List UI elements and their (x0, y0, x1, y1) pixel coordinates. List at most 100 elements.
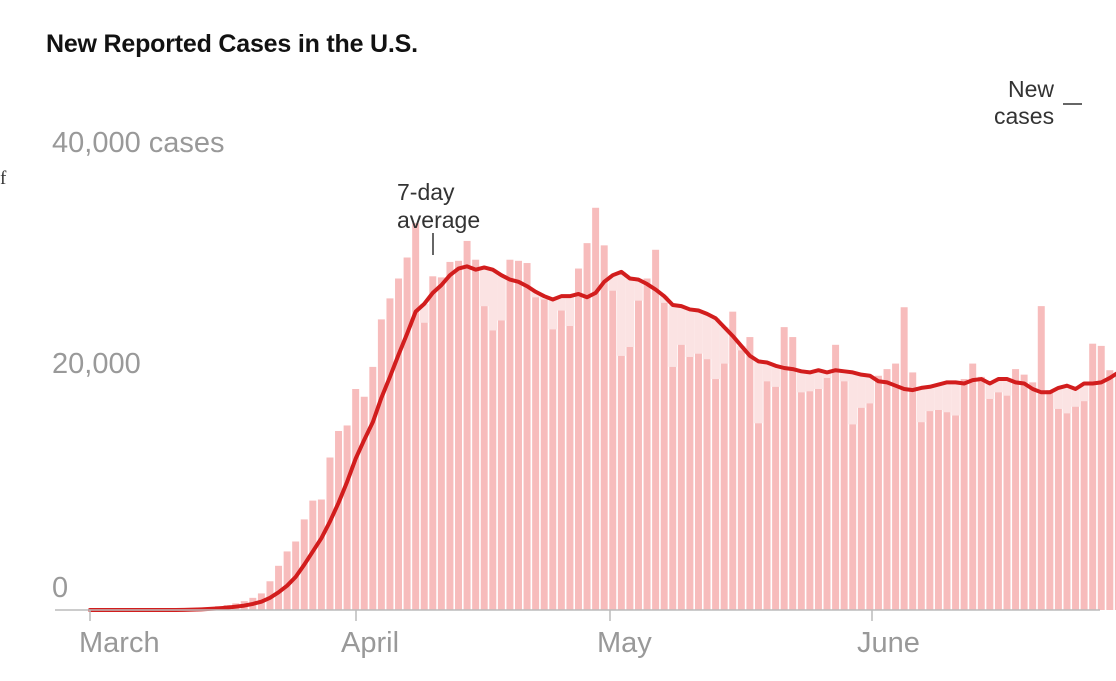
bar-day-58 (583, 243, 591, 610)
gap-fill-day-74 (719, 327, 729, 364)
bar-day-49 (506, 259, 514, 610)
bar-day-113 (1054, 408, 1062, 610)
bar-day-99 (934, 410, 942, 611)
bar-day-108 (1012, 369, 1020, 610)
bar-day-83 (797, 392, 805, 610)
y-tick-label-20000: 20,000 (52, 348, 141, 380)
bar-day-57 (575, 268, 582, 610)
bar-day-67 (660, 302, 668, 610)
bar-day-71 (694, 353, 702, 610)
bar-day-64 (635, 300, 642, 610)
bar-day-59 (592, 207, 600, 610)
y-tick-label-40000: 40,000 cases (52, 127, 225, 159)
bar-day-28 (326, 457, 334, 610)
bar-day-30 (343, 425, 351, 610)
bar-day-94 (892, 363, 900, 610)
bar-day-112 (1046, 390, 1054, 611)
gap-fill-day-114 (1062, 385, 1072, 414)
bar-day-90 (857, 407, 865, 610)
bar-day-47 (489, 330, 497, 610)
y-tick-label-0: 0 (52, 572, 68, 604)
x-tick-label-may: May (597, 627, 652, 659)
bar-day-95 (900, 307, 908, 610)
bar-day-92 (874, 375, 882, 610)
gap-fill-day-115 (1071, 389, 1080, 407)
bar-day-118 (1097, 345, 1105, 610)
bar-day-80 (772, 386, 780, 610)
gap-fill-day-61 (608, 275, 618, 291)
gap-fill-day-107 (1002, 379, 1012, 396)
gap-fill-day-99 (934, 384, 943, 410)
x-tick-label-march: March (79, 627, 160, 659)
annotation-7day-line1: 7-day (397, 179, 455, 205)
bar-day-82 (789, 337, 797, 610)
bar-day-42 (446, 261, 454, 610)
bar-day-41 (437, 277, 445, 610)
bar-day-68 (669, 366, 677, 610)
bar-day-48 (497, 320, 505, 610)
gap-fill-day-48 (497, 275, 506, 321)
bar-day-119 (1106, 370, 1114, 610)
gap-fill-day-90 (857, 374, 866, 408)
bar-day-93 (883, 369, 891, 610)
gap-fill-day-47 (488, 269, 498, 331)
bar-day-74 (720, 363, 728, 610)
bar-day-53 (540, 299, 548, 610)
bar-day-22 (275, 565, 283, 610)
bar-day-102 (960, 379, 968, 610)
bars-layer (180, 207, 1116, 611)
bar-day-120 (1114, 376, 1116, 610)
bar-day-36 (395, 278, 402, 610)
bar-day-50 (515, 260, 522, 610)
bar-day-110 (1029, 382, 1037, 610)
annotation-7day-line2: average (397, 207, 480, 233)
gap-fill-day-72 (702, 313, 712, 360)
bar-day-23 (283, 551, 291, 610)
bar-day-104 (977, 376, 985, 610)
bar-day-35 (386, 298, 394, 610)
bar-day-106 (994, 392, 1002, 610)
gap-fill-day-98 (925, 386, 935, 412)
bar-day-37 (403, 257, 411, 610)
gap-fill-day-79 (762, 362, 772, 382)
bar-day-78 (754, 423, 762, 610)
bar-day-54 (549, 329, 557, 610)
bar-day-89 (849, 424, 857, 610)
bar-day-29 (335, 430, 343, 610)
gap-fill-day-52 (531, 291, 540, 298)
bar-day-109 (1020, 374, 1028, 610)
bar-day-70 (686, 356, 694, 610)
bar-day-100 (943, 412, 951, 610)
gap-fill-day-97 (917, 387, 926, 423)
gap-fill-day-69 (677, 306, 686, 345)
bar-day-44 (463, 240, 471, 610)
bar-day-87 (832, 344, 840, 610)
average-difference-fill (419, 267, 1116, 425)
gap-fill-day-71 (694, 310, 703, 354)
bar-day-73 (712, 379, 720, 610)
bar-day-63 (626, 347, 634, 610)
bar-day-45 (472, 259, 480, 610)
bar-day-46 (480, 306, 488, 611)
bar-day-55 (557, 310, 565, 610)
bar-day-85 (814, 389, 822, 610)
bar-day-72 (703, 359, 711, 610)
bar-day-66 (652, 249, 660, 610)
gap-fill-day-56 (565, 296, 575, 327)
bar-day-84 (806, 391, 814, 610)
bar-day-107 (1003, 395, 1011, 610)
x-tick-label-april: April (341, 627, 399, 659)
gap-fill-day-39 (419, 303, 429, 323)
bar-day-39 (420, 322, 428, 610)
gap-fill-day-100 (942, 382, 952, 413)
gap-fill-day-83 (797, 371, 806, 393)
bar-day-34 (377, 319, 385, 610)
gap-fill-day-89 (848, 372, 858, 425)
gap-fill-day-84 (805, 372, 815, 392)
bar-day-61 (609, 290, 617, 610)
gap-fill-day-78 (754, 361, 763, 424)
gap-fill-day-55 (557, 296, 566, 311)
bar-day-97 (917, 422, 925, 610)
bar-day-31 (352, 389, 360, 610)
